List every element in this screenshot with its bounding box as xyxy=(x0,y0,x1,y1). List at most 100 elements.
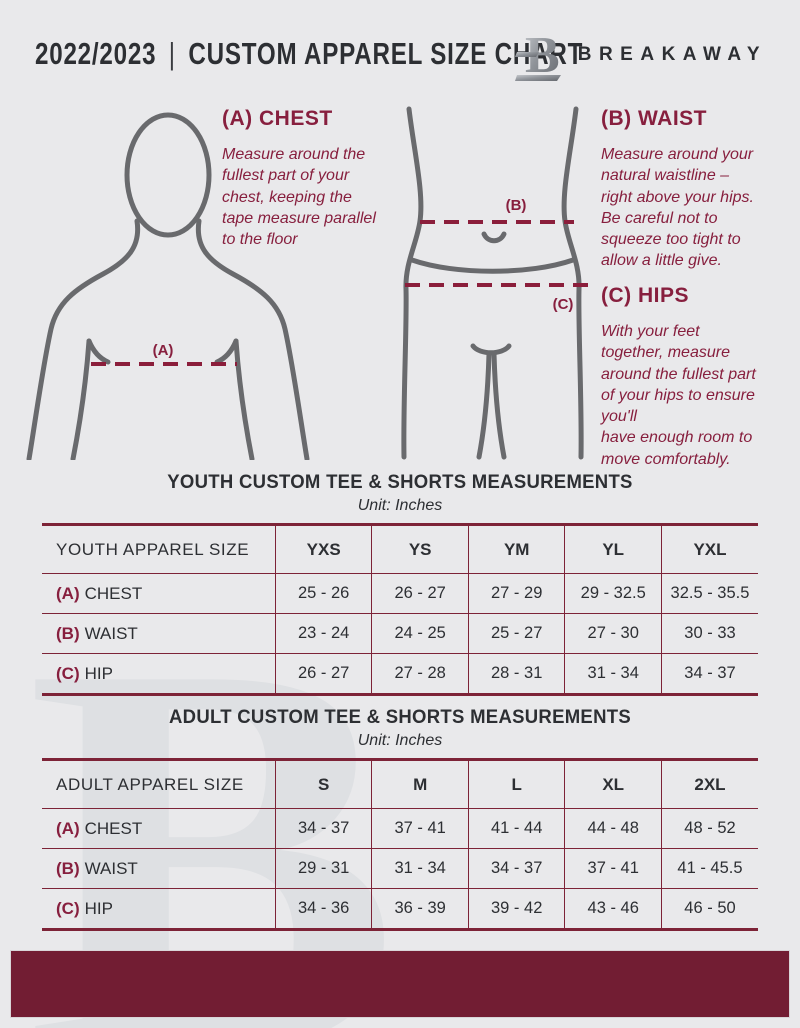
cell: 48 - 52 xyxy=(660,808,758,849)
chest-figure-label: (A) xyxy=(153,342,174,359)
cell: 27 - 29 xyxy=(467,573,565,614)
cell: 39 - 42 xyxy=(467,888,565,930)
row-label-cell: (A) CHEST xyxy=(42,574,275,614)
size-col-ym: YM xyxy=(467,524,565,574)
row-prefix: (C) xyxy=(56,663,80,683)
adult-section-title: ADULT CUSTOM TEE & SHORTS MEASUREMENTS xyxy=(169,706,631,728)
cell: 41 - 44 xyxy=(467,808,565,849)
size-col-l: L xyxy=(467,759,565,809)
cell: 26 - 27 xyxy=(274,653,372,695)
cell: 31 - 34 xyxy=(371,848,469,889)
title-year: 2022/2023 xyxy=(35,36,157,71)
size-col-yxl: YXL xyxy=(660,524,758,574)
chest-guide: (A) CHEST Measure around the fullest par… xyxy=(222,107,427,250)
cell: 44 - 48 xyxy=(564,808,662,849)
chest-guide-heading: (A) CHEST xyxy=(222,107,333,130)
row-label-cell: (B) WAIST xyxy=(42,849,275,889)
table-row: (A) CHEST 25 - 26 26 - 27 27 - 29 29 - 32… xyxy=(42,573,758,614)
row-label: CHEST xyxy=(84,818,143,838)
figure-right-armpit xyxy=(214,338,239,365)
page-title: 2022/2023 | CUSTOM APPAREL SIZE CHART xyxy=(35,36,583,72)
table-row: (C) HIP 34 - 36 36 - 39 39 - 42 43 - 46 4… xyxy=(42,888,758,930)
size-col-2xl: 2XL xyxy=(660,759,758,809)
size-col-ys: YS xyxy=(371,524,469,574)
size-col-xl: XL xyxy=(564,759,662,809)
cell: 29 - 32.5 xyxy=(564,573,662,614)
row-label: WAIST xyxy=(84,858,138,878)
cell: 32.5 - 35.5 xyxy=(660,573,758,614)
cell: 28 - 31 xyxy=(467,653,565,695)
adult-size-table: ADULT APPAREL SIZE S M L XL 2XL (A) CHEST… xyxy=(42,758,758,931)
waist-guide-text: Measure around your natural waistline – … xyxy=(601,146,754,270)
waist-guide-heading: (B) WAIST xyxy=(601,107,707,130)
logo-mid-bar xyxy=(514,52,539,57)
row-label-cell: (A) CHEST xyxy=(42,809,275,849)
chest-guide-text: Measure around the fullest part of your … xyxy=(222,146,376,249)
table-row: (B) WAIST 29 - 31 31 - 34 34 - 37 37 - 41… xyxy=(42,848,758,889)
upper-body-figure: (A) xyxy=(15,103,310,460)
hips-guide-text: With your feet together, measure around … xyxy=(601,323,756,468)
size-col-s: S xyxy=(274,759,372,809)
cell: 34 - 37 xyxy=(660,653,758,695)
hips-guide: (C) HIPS With your feet together, measur… xyxy=(601,284,799,470)
table-row: (A) CHEST 34 - 37 37 - 41 41 - 44 44 - 48… xyxy=(42,808,758,849)
youth-section-title: YOUTH CUSTOM TEE & SHORTS MEASUREMENTS xyxy=(167,471,633,493)
waist-figure-label: (B) xyxy=(506,197,527,214)
cell: 46 - 50 xyxy=(660,888,758,930)
row-prefix: (A) xyxy=(56,818,80,838)
cell: 34 - 37 xyxy=(467,848,565,889)
table-row: (C) HIP 26 - 27 27 - 28 28 - 31 31 - 34 3… xyxy=(42,653,758,695)
row-label: HIP xyxy=(84,663,113,683)
cell: 27 - 28 xyxy=(371,653,469,695)
cell: 30 - 33 xyxy=(660,613,758,654)
figure-crotch-curve xyxy=(470,343,512,356)
figure-right-hip-leg xyxy=(561,106,584,460)
hips-guide-heading: (C) HIPS xyxy=(601,284,689,307)
youth-section: YOUTH CUSTOM TEE & SHORTS MEASUREMENTS U… xyxy=(42,471,758,696)
row-label-cell: (C) HIP xyxy=(42,654,275,695)
cell: 25 - 26 xyxy=(274,573,372,614)
row-prefix: (B) xyxy=(56,858,80,878)
row-prefix: (B) xyxy=(56,623,80,643)
cell: 25 - 27 xyxy=(467,613,565,654)
row-label: CHEST xyxy=(84,583,143,603)
logo-base-swoosh xyxy=(514,75,561,81)
figure-hip-curve xyxy=(409,257,576,274)
figure-left-hip-leg xyxy=(401,106,424,460)
table-header-row: ADULT APPAREL SIZE S M L XL 2XL xyxy=(42,759,758,809)
figure-right-shoulder-arm xyxy=(195,218,310,460)
hips-figure-label: (C) xyxy=(553,296,574,313)
cell: 34 - 36 xyxy=(274,888,372,930)
row-label-cell: (B) WAIST xyxy=(42,614,275,654)
brand-block: B BREAKAWAY xyxy=(514,26,767,84)
figure-left-torso-side xyxy=(70,338,92,460)
adult-section: ADULT CUSTOM TEE & SHORTS MEASUREMENTS U… xyxy=(42,706,758,931)
youth-section-unit: Unit: Inches xyxy=(357,497,443,514)
youth-size-column-header: YOUTH APPAREL SIZE xyxy=(56,539,250,559)
title-separator: | xyxy=(168,36,176,71)
cell: 37 - 41 xyxy=(564,848,662,889)
figure-right-torso-side xyxy=(233,338,255,460)
cell: 36 - 39 xyxy=(371,888,469,930)
cell: 24 - 25 xyxy=(371,613,469,654)
size-col-yl: YL xyxy=(564,524,662,574)
table-row: (B) WAIST 23 - 24 24 - 25 25 - 27 27 - 30… xyxy=(42,613,758,654)
figure-left-armpit xyxy=(86,338,111,365)
row-label-cell: (C) HIP xyxy=(42,889,275,930)
cell: 26 - 27 xyxy=(371,573,469,614)
row-prefix: (C) xyxy=(56,898,80,918)
cell: 27 - 30 xyxy=(564,613,662,654)
cell: 43 - 46 xyxy=(564,888,662,930)
waist-guide: (B) WAIST Measure around your natural wa… xyxy=(601,107,793,272)
row-label: HIP xyxy=(84,898,113,918)
cell: 34 - 37 xyxy=(274,808,372,849)
figure-head xyxy=(124,112,212,238)
row-label: WAIST xyxy=(84,623,138,643)
footer-bar xyxy=(10,950,790,1018)
size-col-yxs: YXS xyxy=(274,524,372,574)
cell: 41 - 45.5 xyxy=(660,848,758,889)
figure-left-inner-leg xyxy=(476,351,492,460)
breakaway-logo-icon: B xyxy=(514,27,561,84)
adult-size-column-header: ADULT APPAREL SIZE xyxy=(56,774,244,794)
cell: 29 - 31 xyxy=(274,848,372,889)
